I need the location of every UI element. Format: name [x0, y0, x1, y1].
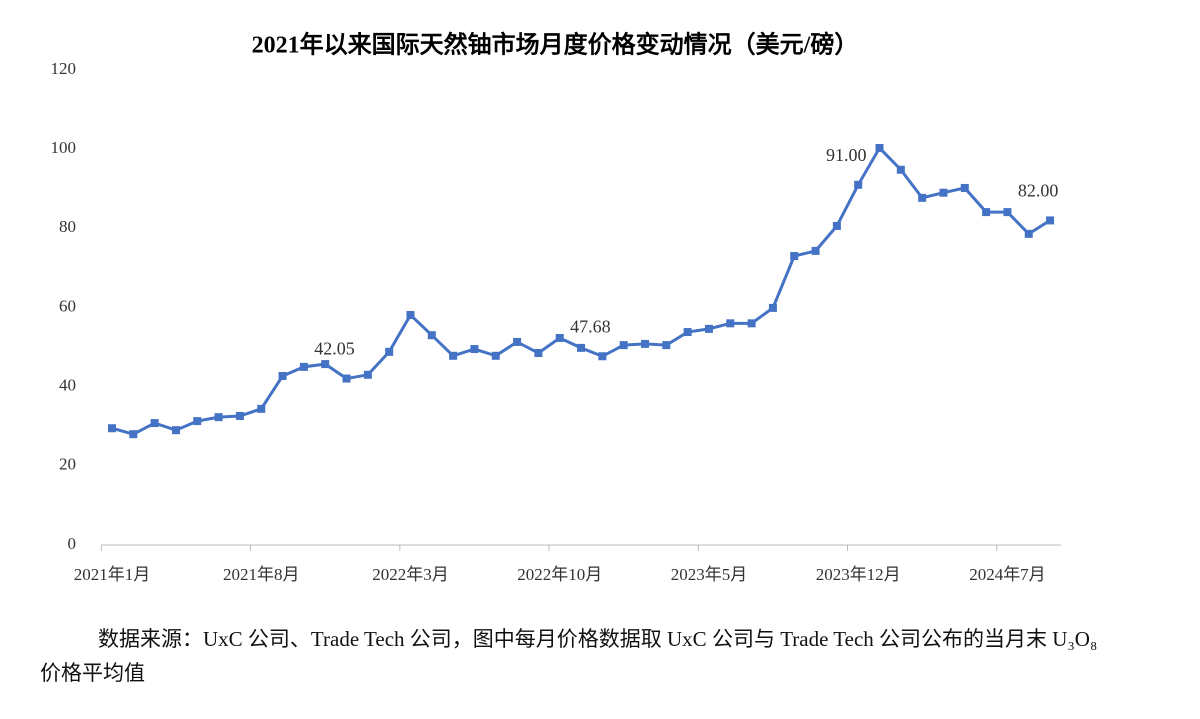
data-label: 42.05	[314, 339, 355, 359]
marker	[470, 345, 479, 354]
marker	[171, 426, 180, 435]
y-tick-label: 80	[59, 217, 76, 236]
y-tick-label: 40	[59, 376, 76, 395]
marker	[918, 193, 927, 202]
marker	[811, 246, 820, 255]
marker	[854, 180, 863, 189]
marker	[193, 417, 202, 426]
marker	[150, 419, 159, 428]
x-tick-label: 2022年3月	[372, 565, 449, 584]
chart: 2021年以来国际天然铀市场月度价格变动情况（美元/磅） 0 20 40 60 80 10…	[51, 31, 1061, 584]
marker	[108, 424, 116, 433]
marker	[1003, 208, 1012, 217]
marker	[768, 303, 777, 312]
marker	[534, 349, 543, 358]
marker	[406, 311, 415, 320]
marker	[299, 362, 308, 371]
marker	[214, 413, 223, 422]
marker	[704, 324, 713, 333]
marker	[960, 183, 969, 192]
marker	[129, 430, 138, 439]
marker	[875, 143, 884, 152]
x-tick-label: 2022年10月	[517, 565, 602, 584]
marker	[513, 337, 522, 346]
marker	[1046, 216, 1055, 225]
marker	[257, 404, 266, 413]
marker	[726, 319, 735, 328]
marker	[747, 319, 756, 328]
marker	[577, 343, 586, 352]
marker	[619, 341, 628, 350]
y-tick-label: 120	[51, 59, 77, 78]
marker	[491, 351, 500, 360]
marker	[683, 328, 692, 337]
data-label: 82.00	[1018, 181, 1059, 201]
x-tick-label: 2023年12月	[816, 565, 901, 584]
marker	[982, 208, 991, 217]
marker	[363, 370, 372, 379]
line	[111, 145, 1051, 436]
source-note: 数据来源：UxC 公司、Trade Tech 公司，图中每月价格数据取 UxC …	[40, 627, 1098, 685]
marker	[555, 333, 564, 342]
data-label: 47.68	[570, 316, 611, 336]
data-label: 91.00	[826, 145, 867, 165]
marker	[641, 339, 649, 348]
y-tick-label: 60	[59, 296, 76, 315]
marker	[342, 374, 351, 383]
marker	[427, 331, 436, 340]
marker	[832, 221, 841, 230]
marker	[598, 352, 607, 361]
marker	[449, 351, 458, 360]
y-tick-label: 100	[51, 138, 77, 157]
x-tick-label: 2021年1月	[74, 565, 151, 584]
marker	[939, 188, 948, 197]
x-tick-label: 2024年7月	[969, 565, 1046, 584]
marker	[662, 341, 671, 350]
chart-title: 2021年以来国际天然铀市场月度价格变动情况（美元/磅）	[252, 31, 859, 59]
x-tick-label: 2021年8月	[223, 565, 300, 584]
marker	[790, 252, 799, 261]
marker	[896, 165, 905, 174]
y-tick-label: 0	[68, 534, 77, 553]
marker	[278, 371, 287, 380]
x-tick-label: 2023年5月	[671, 565, 748, 584]
y-tick-label: 20	[59, 455, 76, 474]
marker	[1024, 229, 1033, 238]
marker	[235, 411, 244, 420]
marker	[321, 360, 330, 369]
marker	[385, 347, 394, 356]
